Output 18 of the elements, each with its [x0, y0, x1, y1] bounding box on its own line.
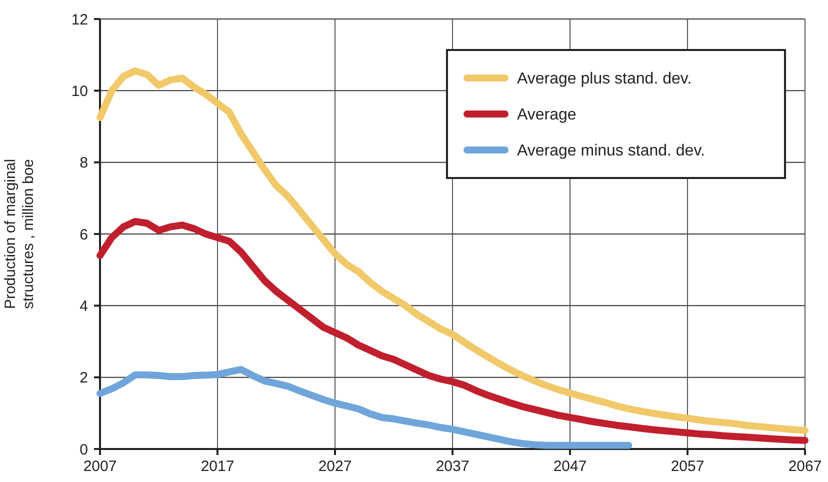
y-tick-label: 0	[80, 441, 88, 458]
legend-label: Average plus stand. dev.	[517, 70, 692, 88]
y-tick-label: 12	[71, 11, 88, 28]
x-tick-label: 2017	[200, 458, 234, 475]
legend-label: Average minus stand. dev.	[517, 142, 705, 160]
legend-label: Average	[517, 106, 576, 124]
y-tick-label: 6	[80, 226, 88, 244]
x-tick-label: 2047	[553, 458, 587, 475]
x-tick-label: 2067	[788, 458, 822, 475]
x-tick-label: 2027	[318, 458, 352, 475]
y-axis-title: Production of marginal structures , million boe	[2, 158, 37, 310]
y-tick-label: 2	[80, 370, 88, 387]
x-tick-label: 2037	[436, 458, 470, 475]
y-tick-label: 4	[80, 298, 88, 315]
x-tick-label: 2057	[670, 458, 704, 475]
y-tick-label: 10	[71, 82, 88, 100]
y-tick-label: 8	[80, 154, 88, 172]
x-tick-label: 2007	[83, 458, 117, 475]
